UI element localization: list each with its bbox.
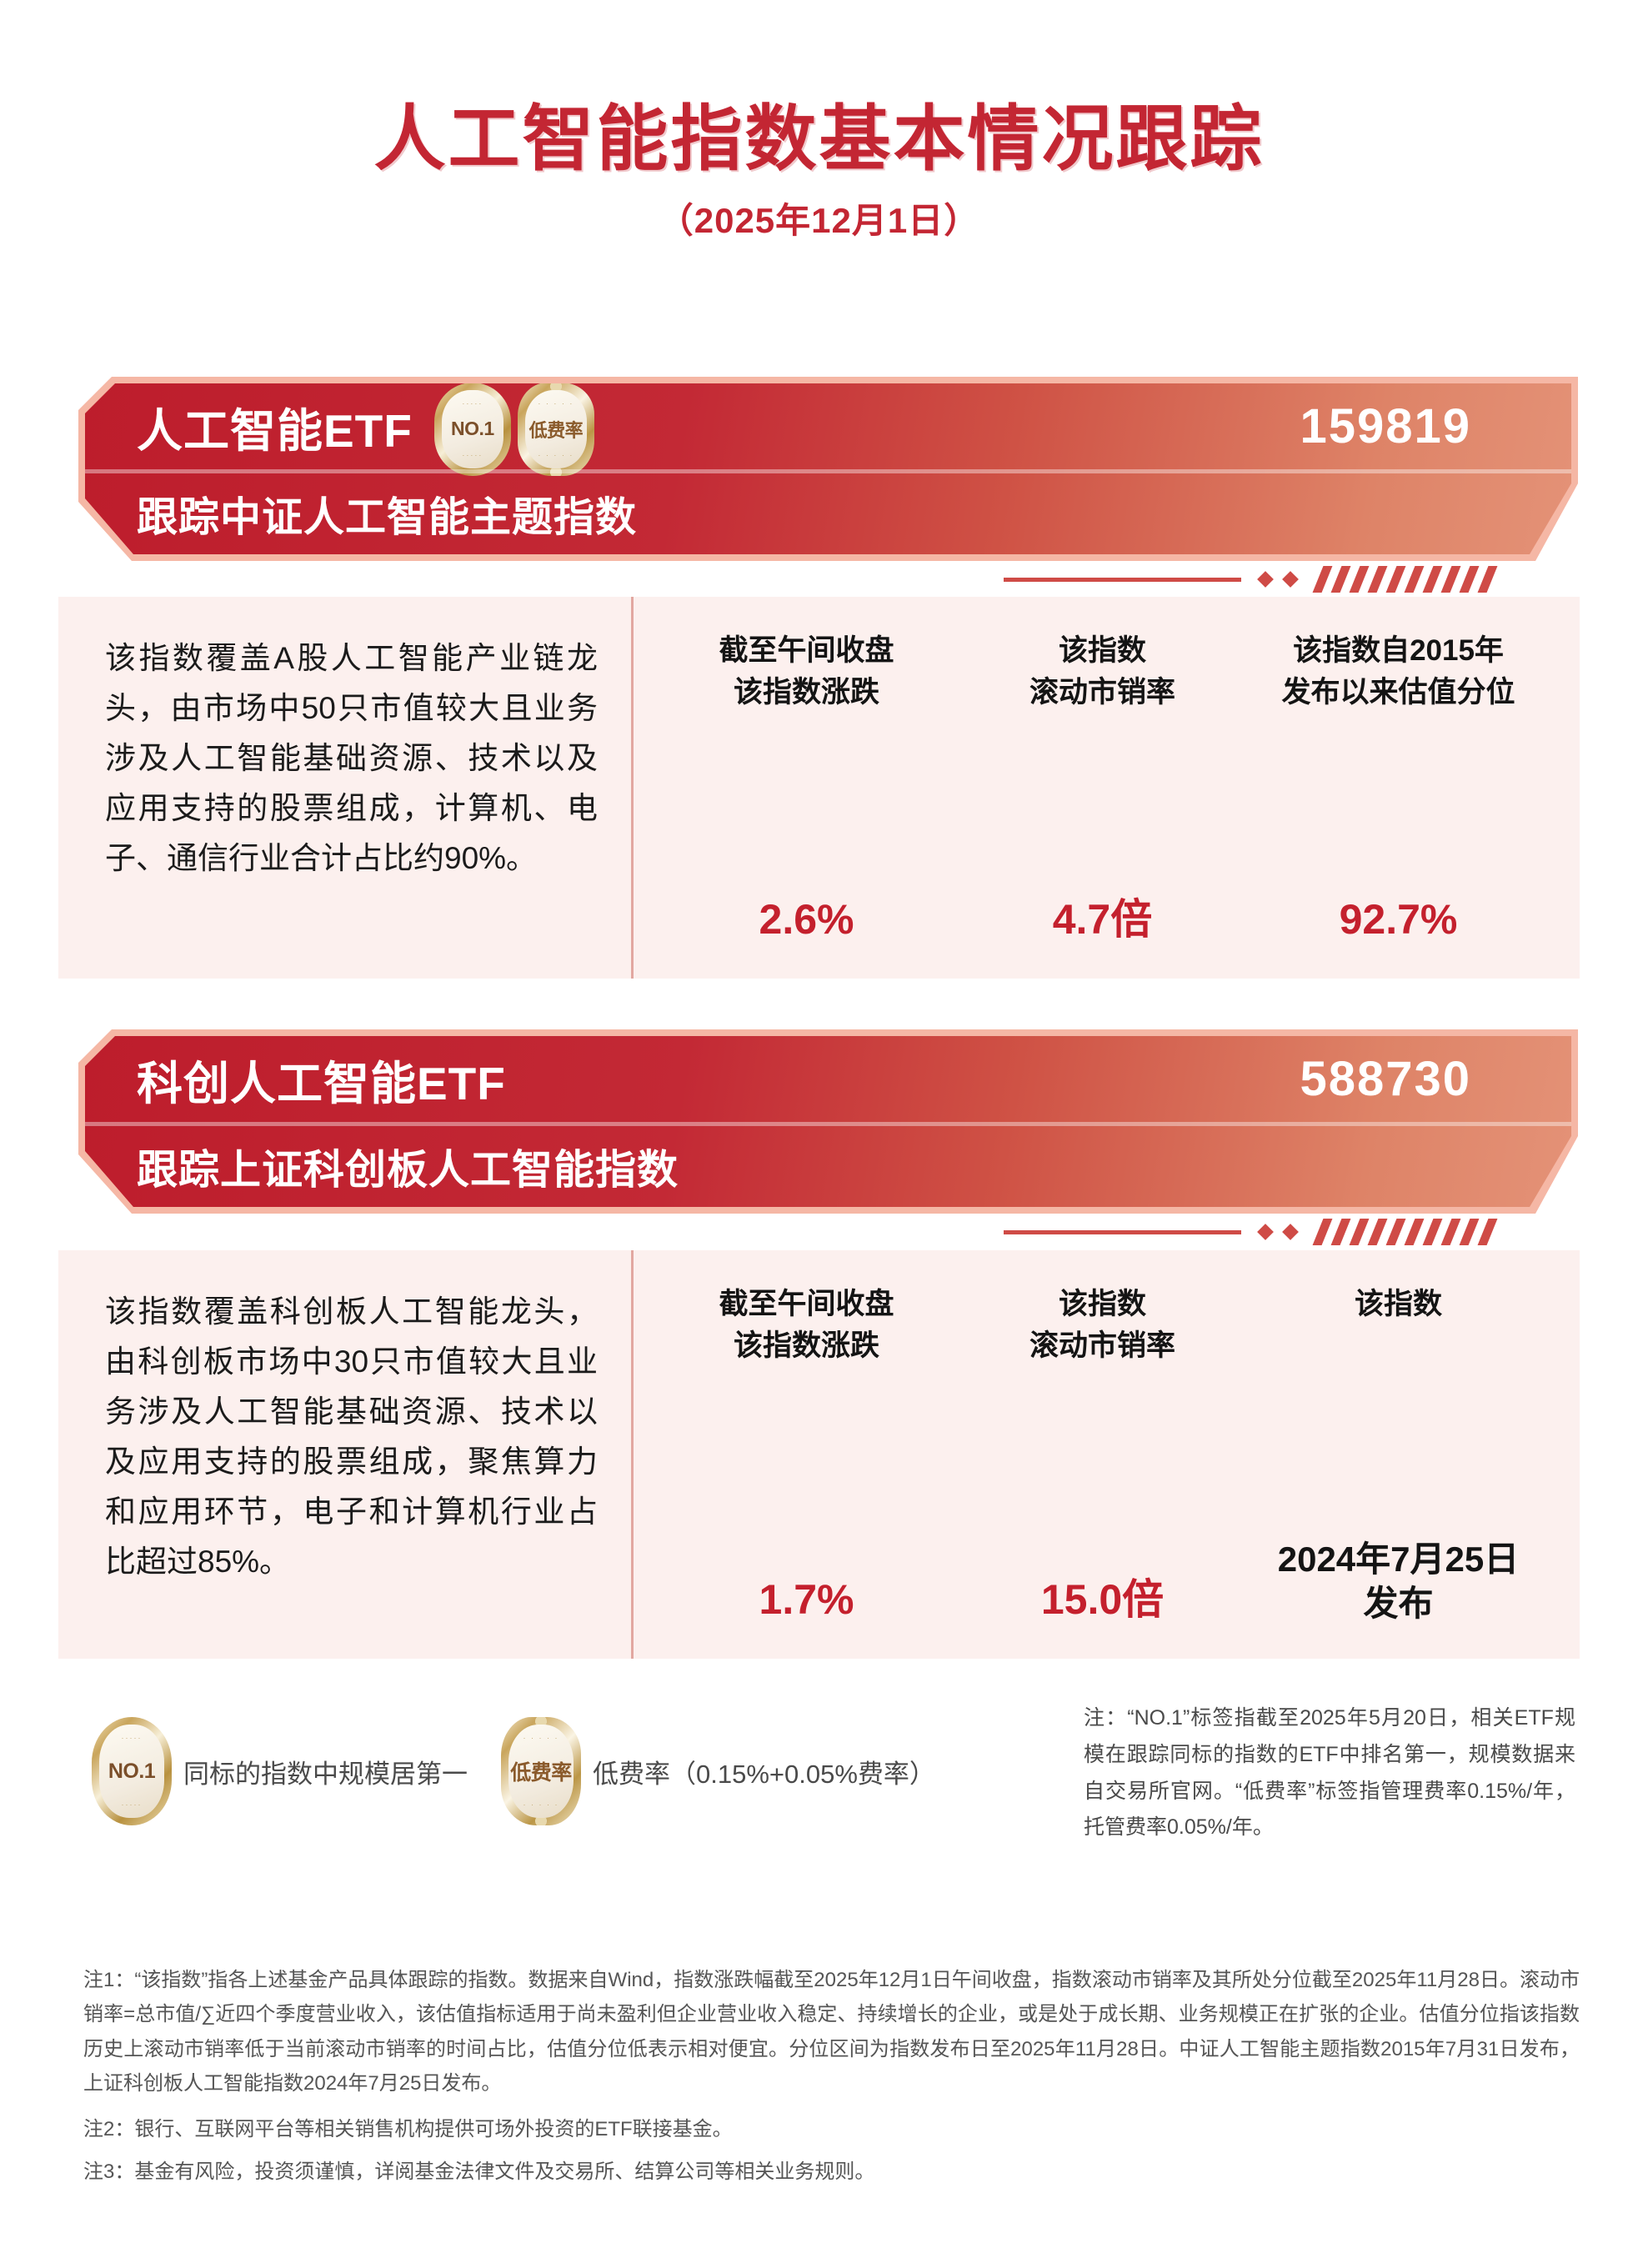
banner-bottom-row-1: 跟踪中证人工智能主题指数: [85, 473, 1571, 554]
banner-top-row-2: 科创人工智能ETF 588730: [85, 1036, 1571, 1122]
deco-diamond-icon: [1282, 571, 1299, 588]
low-fee-seal-icon: · · · · · 低费率 · · · · ·: [501, 1717, 581, 1825]
product-banner-2: 科创人工智能ETF 588730 跟踪上证科创板人工智能指数: [67, 1028, 1578, 1245]
no1-seal-label: NO.1: [451, 418, 494, 439]
badge-legend: ····· NO.1 ····· 同标的指数中规模居第一 · · · · · 低…: [92, 1717, 935, 1825]
legend-item-no1: ····· NO.1 ····· 同标的指数中规模居第一: [92, 1717, 468, 1825]
deco-diamond-icon: [1282, 1224, 1299, 1240]
badge-disclaimer-note: 注：“NO.1”标签指截至2025年5月20日，相关ETF规模在跟踪同标的指数的…: [1084, 1706, 1575, 1840]
metric-block: 截至午间收盘 该指数涨跌 2.6%: [659, 630, 954, 945]
metric-value: 2024年7月25日 发布: [1277, 1540, 1520, 1623]
metric-block: 该指数 2024年7月25日 发布: [1250, 1284, 1546, 1625]
footnotes: 注1：“该指数”指各上述基金产品具体跟踪的指数。数据来自Wind，指数涨跌幅截至…: [83, 1963, 1580, 2198]
etf-code-2: 588730: [1300, 1052, 1471, 1106]
metric-label: 该指数 滚动市销率: [1029, 634, 1175, 708]
banner-bottom-row-2: 跟踪上证科创板人工智能指数: [85, 1126, 1571, 1207]
deco-diamond-icon: [1257, 571, 1274, 588]
banner-top-row-1: 人工智能ETF ····· NO.1 ····· · · · · · 低费率 ·…: [85, 383, 1571, 476]
index-name-2: 跟踪上证科创板人工智能指数: [137, 1148, 679, 1193]
product-description-1: 该指数覆盖A股人工智能产业链龙头，由市场中50只市值较大且业务涉及人工智能基础资…: [105, 641, 598, 875]
metric-block: 该指数 滚动市销率 15.0倍: [954, 1284, 1250, 1625]
metric-value: 1.7%: [759, 1575, 854, 1623]
metric-block: 截至午间收盘 该指数涨跌 1.7%: [659, 1284, 954, 1625]
banner-decoration-2: [1004, 1218, 1498, 1246]
metric-value: 92.7%: [1339, 895, 1458, 943]
deco-line-icon: [1004, 1229, 1241, 1234]
metric-label: 该指数 滚动市销率: [1029, 1288, 1175, 1362]
footnote-2: 注2：银行、互联网平台等相关销售机构提供可场外投资的ETF联接基金。: [83, 2118, 733, 2141]
etf-name-1: 人工智能ETF: [137, 404, 413, 457]
metric-value: 4.7倍: [1052, 895, 1153, 943]
metric-label: 截至午间收盘 该指数涨跌: [719, 1288, 894, 1362]
no1-seal-label: NO.1: [108, 1759, 156, 1783]
product-banner-1: 人工智能ETF ····· NO.1 ····· · · · · · 低费率 ·…: [67, 375, 1578, 593]
metric-value: 2.6%: [759, 895, 854, 943]
product-card-2: 该指数覆盖科创板人工智能龙头，由科创板市场中30只市值较大且业务涉及人工智能基础…: [58, 1250, 1580, 1659]
deco-diamond-icon: [1257, 1224, 1274, 1240]
banner-body-2: 科创人工智能ETF 588730 跟踪上证科创板人工智能指数: [85, 1036, 1571, 1207]
product-card-1: 该指数覆盖A股人工智能产业链龙头，由市场中50只市值较大且业务涉及人工智能基础资…: [58, 597, 1580, 979]
metric-label: 该指数自2015年 发布以来估值分位: [1281, 634, 1515, 708]
etf-code-1: 159819: [1300, 399, 1471, 453]
low-fee-seal-label: 低费率: [528, 419, 584, 441]
metric-value: 15.0倍: [1040, 1575, 1165, 1623]
legend-item-low-fee: · · · · · 低费率 · · · · · 低费率（0.15%+0.05%费…: [501, 1717, 935, 1825]
etf-name-2: 科创人工智能ETF: [137, 1057, 506, 1109]
deco-line-icon: [1004, 577, 1241, 582]
banner-decoration-1: [1004, 565, 1498, 593]
low-fee-seal-icon: · · · · · 低费率 · · · · ·: [517, 383, 594, 476]
metric-block: 该指数自2015年 发布以来估值分位 92.7%: [1250, 630, 1546, 945]
legend-label-low-fee: 低费率（0.15%+0.05%费率）: [593, 1759, 935, 1789]
footnote-3: 注3：基金有风险，投资须谨慎，详阅基金法律文件及交易所、结算公司等相关业务规则。: [83, 2160, 875, 2184]
no1-seal-icon: ····· NO.1 ·····: [433, 383, 511, 476]
product-description-2: 该指数覆盖科创板人工智能龙头，由科创板市场中30只市值较大且业务涉及人工智能基础…: [105, 1294, 598, 1579]
deco-stripes-icon: [1312, 1219, 1498, 1245]
page-subtitle-date: （2025年12月1日）: [658, 200, 980, 240]
banner-body-1: 人工智能ETF ····· NO.1 ····· · · · · · 低费率 ·…: [85, 383, 1571, 554]
footnote-1: 注1：“该指数”指各上述基金产品具体跟踪的指数。数据来自Wind，指数涨跌幅截至…: [83, 1969, 1580, 2095]
index-name-1: 跟踪中证人工智能主题指数: [137, 495, 638, 540]
badge-group-1: ····· NO.1 ····· · · · · · 低费率 · · · · ·: [433, 383, 594, 476]
product-description-panel-1: 该指数覆盖A股人工智能产业链龙头，由市场中50只市值较大且业务涉及人工智能基础资…: [58, 597, 634, 979]
page-title: 人工智能指数基本情况跟踪: [373, 99, 1265, 179]
product-metrics-panel-2: 截至午间收盘 该指数涨跌 1.7% 该指数 滚动市销率 15.0倍 该指数 20…: [634, 1250, 1580, 1659]
metric-label: 截至午间收盘 该指数涨跌: [719, 634, 894, 708]
product-metrics-panel-1: 截至午间收盘 该指数涨跌 2.6% 该指数 滚动市销率 4.7倍 该指数自201…: [634, 597, 1580, 979]
banner-divider-1: [85, 469, 1571, 473]
banner-divider-2: [85, 1122, 1571, 1126]
low-fee-seal-label: 低费率: [510, 1761, 572, 1785]
metric-block: 该指数 滚动市销率 4.7倍: [954, 630, 1250, 945]
product-description-panel-2: 该指数覆盖科创板人工智能龙头，由科创板市场中30只市值较大且业务涉及人工智能基础…: [58, 1250, 634, 1659]
deco-stripes-icon: [1312, 566, 1498, 593]
page-header: 人工智能指数基本情况跟踪 （2025年12月1日）: [0, 100, 1638, 243]
legend-label-no1: 同标的指数中规模居第一: [183, 1759, 468, 1789]
metric-label: 该指数: [1354, 1288, 1442, 1320]
no1-seal-icon: ····· NO.1 ·····: [92, 1717, 172, 1825]
